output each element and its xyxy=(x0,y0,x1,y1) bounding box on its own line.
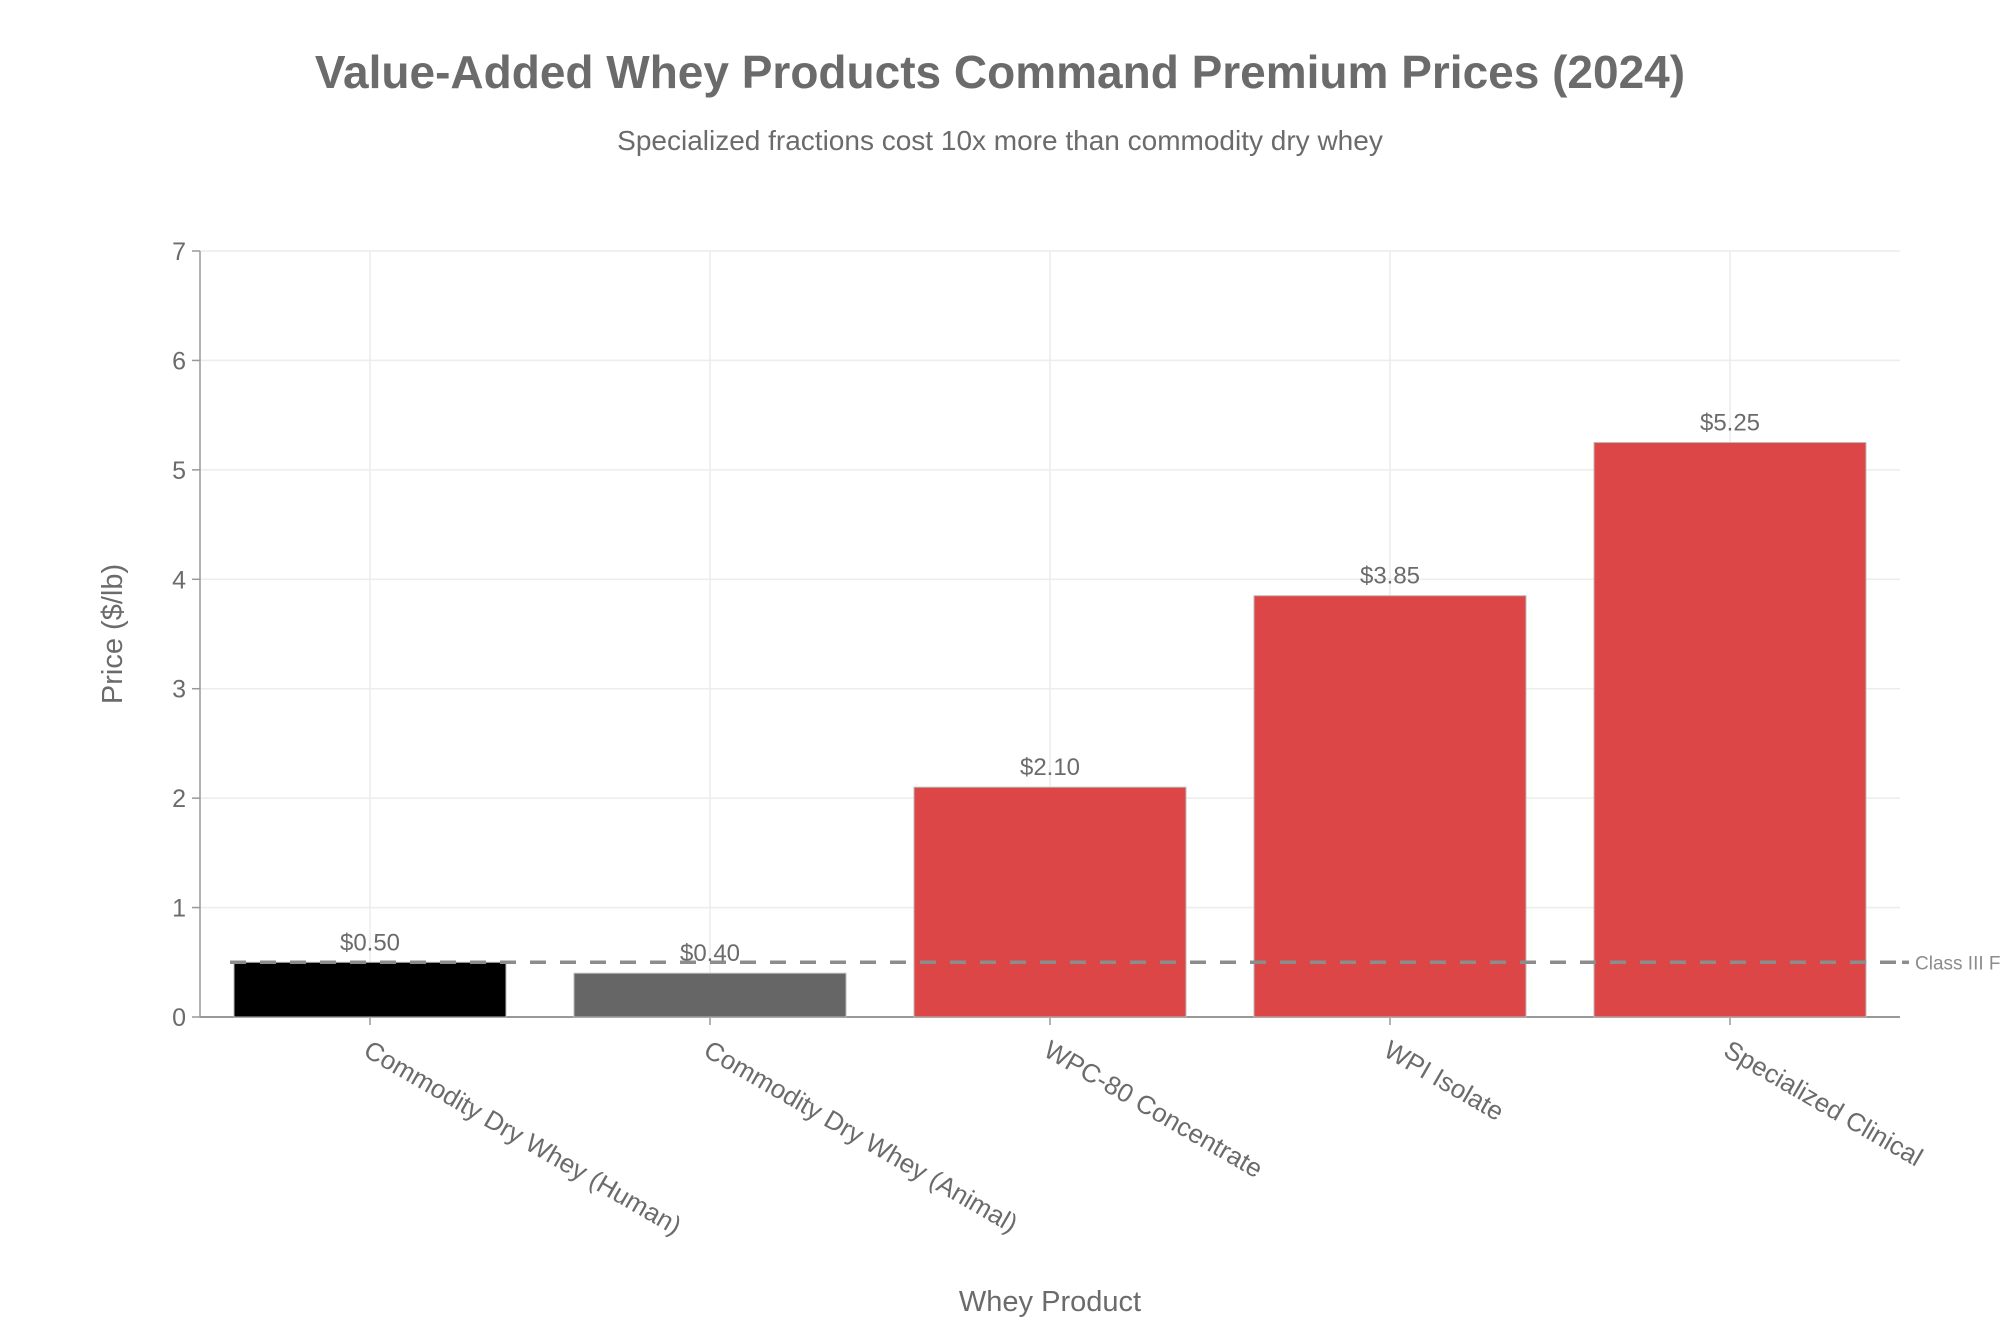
bar xyxy=(1253,595,1527,1018)
y-tick-label: 7 xyxy=(172,238,186,266)
chart-title: Value-Added Whey Products Command Premiu… xyxy=(315,46,1685,98)
y-tick-label: 4 xyxy=(172,566,186,594)
y-tick-label: 3 xyxy=(172,676,186,704)
bar xyxy=(1593,442,1867,1018)
y-tick-label: 6 xyxy=(172,347,186,375)
y-tick-label: 0 xyxy=(172,1004,186,1032)
x-tick-label: WPC-80 Concentrate xyxy=(1039,1034,1268,1184)
bar xyxy=(573,972,847,1018)
reference-line-label: Class III Fo xyxy=(1915,953,2000,974)
x-axis-title: Whey Product xyxy=(959,1286,1141,1318)
chart-subtitle: Specialized fractions cost 10x more than… xyxy=(617,125,1383,156)
y-tick-label: 5 xyxy=(172,457,186,485)
y-tick-label: 1 xyxy=(172,895,186,923)
x-tick-label: Specialized Clinical xyxy=(1719,1034,1928,1172)
x-tick-label: Commodity Dry Whey (Animal) xyxy=(699,1034,1023,1238)
data-label: $5.25 xyxy=(1700,410,1760,437)
x-tick-label: Commodity Dry Whey (Human) xyxy=(359,1034,687,1241)
data-label: $0.50 xyxy=(340,929,400,956)
data-label: $3.85 xyxy=(1360,563,1420,590)
y-axis-title: Price ($/lb) xyxy=(97,564,129,704)
data-label: $2.10 xyxy=(1020,754,1080,781)
y-tick-label: 2 xyxy=(172,785,186,813)
x-tick-label: WPI Isolate xyxy=(1379,1034,1509,1126)
bar xyxy=(233,961,507,1018)
bar xyxy=(913,786,1187,1018)
